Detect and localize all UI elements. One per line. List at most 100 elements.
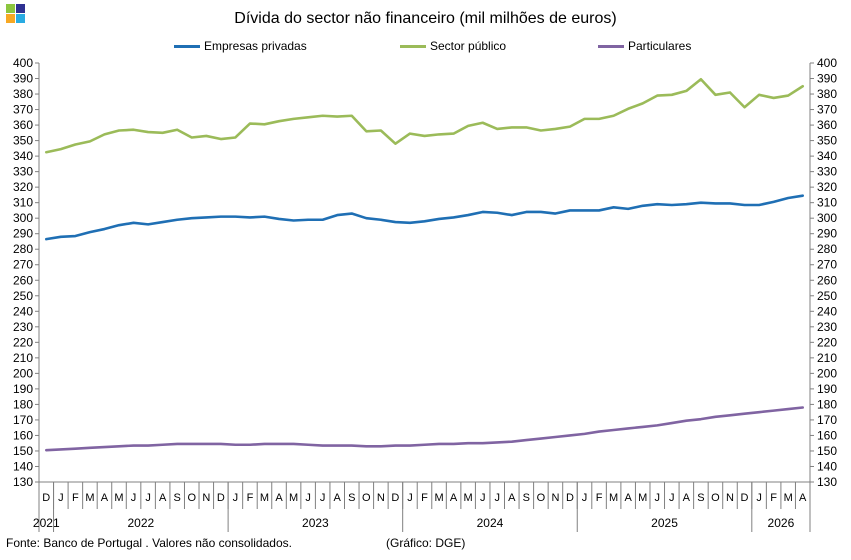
x-tick-label: M: [434, 492, 443, 504]
x-year-label: 2026: [768, 516, 795, 530]
y-tick-label-left: 250: [13, 289, 33, 303]
y-tick-label-left: 180: [13, 397, 33, 411]
legend-swatch-particulares: [598, 44, 624, 48]
y-tick-label-left: 300: [13, 211, 33, 225]
y-tick-label-left: 160: [13, 428, 33, 442]
x-tick-label: F: [596, 492, 603, 504]
y-tick-label-right: 300: [817, 211, 837, 225]
y-tick-label-left: 260: [13, 273, 33, 287]
legend-swatch-publico: [400, 44, 426, 48]
x-tick-label: A: [101, 492, 109, 504]
y-tick-label-left: 140: [13, 459, 33, 473]
y-tick-label-right: 150: [817, 444, 837, 458]
x-tick-label: M: [464, 492, 473, 504]
x-tick-label: J: [756, 492, 762, 504]
x-tick-label: F: [247, 492, 254, 504]
logo-square-tr: [16, 4, 25, 13]
x-tick-label: A: [799, 492, 807, 504]
x-tick-label: D: [391, 492, 399, 504]
x-tick-label: J: [480, 492, 486, 504]
y-tick-label-left: 390: [13, 72, 33, 86]
x-tick-label: S: [523, 492, 530, 504]
x-year-label: 2025: [651, 516, 678, 530]
x-tick-label: F: [770, 492, 777, 504]
x-tick-label: M: [114, 492, 123, 504]
x-tick-label: A: [683, 492, 691, 504]
x-tick-label: J: [669, 492, 675, 504]
y-tick-label-left: 350: [13, 134, 33, 148]
y-tick-label-right: 310: [817, 196, 837, 210]
y-tick-label-right: 380: [817, 87, 837, 101]
y-tick-label-right: 330: [817, 165, 837, 179]
chart-legend: Empresas privadas Sector público Particu…: [0, 39, 851, 55]
x-tick-label: D: [42, 492, 50, 504]
x-tick-label: M: [289, 492, 298, 504]
x-year-label: 2021: [33, 516, 60, 530]
x-tick-label: D: [217, 492, 225, 504]
y-tick-label-left: 400: [13, 56, 33, 70]
y-tick-label-left: 380: [13, 87, 33, 101]
y-tick-label-left: 150: [13, 444, 33, 458]
x-tick-label: J: [407, 492, 413, 504]
legend-swatch-empresas: [174, 44, 200, 48]
y-tick-label-right: 250: [817, 289, 837, 303]
y-tick-label-right: 240: [817, 304, 837, 318]
y-tick-label-right: 350: [817, 134, 837, 148]
y-tick-label-left: 240: [13, 304, 33, 318]
x-tick-label: O: [711, 492, 720, 504]
x-tick-label: O: [537, 492, 546, 504]
x-year-label: 2022: [127, 516, 154, 530]
x-tick-label: A: [450, 492, 458, 504]
x-tick-label: S: [174, 492, 181, 504]
x-tick-label: M: [609, 492, 618, 504]
logo: [6, 4, 26, 24]
series-line-empresas: [44, 194, 805, 241]
y-tick-label-left: 320: [13, 180, 33, 194]
series-line-particulares: [44, 406, 805, 452]
legend-label-empresas: Empresas privadas: [204, 39, 307, 53]
logo-square-tl: [6, 4, 15, 13]
x-tick-label: M: [85, 492, 94, 504]
graphic-credit: (Gráfico: DGE): [386, 536, 466, 550]
x-tick-label: D: [566, 492, 574, 504]
x-tick-label: J: [320, 492, 326, 504]
legend-label-particulares: Particulares: [628, 39, 692, 53]
x-tick-label: A: [275, 492, 283, 504]
y-tick-label-right: 320: [817, 180, 837, 194]
x-tick-label: J: [494, 492, 500, 504]
y-tick-label-right: 130: [817, 475, 837, 489]
legend-item-publico: Sector público: [400, 39, 506, 53]
source-note: Fonte: Banco de Portugal . Valores não c…: [6, 536, 292, 550]
x-tick-label: A: [624, 492, 632, 504]
x-tick-label: M: [638, 492, 647, 504]
x-tick-label: N: [551, 492, 559, 504]
y-tick-label-right: 270: [817, 258, 837, 272]
legend-item-empresas: Empresas privadas: [174, 39, 307, 53]
x-tick-label: J: [305, 492, 311, 504]
y-tick-label-left: 270: [13, 258, 33, 272]
x-tick-label: F: [72, 492, 79, 504]
y-tick-label-left: 200: [13, 366, 33, 380]
y-tick-label-right: 260: [817, 273, 837, 287]
x-tick-label: A: [508, 492, 516, 504]
y-tick-label-right: 170: [817, 413, 837, 427]
x-tick-label: D: [741, 492, 749, 504]
logo-square-bl: [6, 14, 15, 23]
y-tick-label-right: 190: [817, 382, 837, 396]
y-tick-label-left: 190: [13, 382, 33, 396]
y-tick-label-right: 140: [817, 459, 837, 473]
y-tick-label-left: 280: [13, 242, 33, 256]
x-tick-label: A: [334, 492, 342, 504]
y-tick-label-right: 340: [817, 149, 837, 163]
y-tick-label-left: 310: [13, 196, 33, 210]
x-tick-label: O: [187, 492, 196, 504]
x-year-label: 2024: [477, 516, 504, 530]
x-tick-label: J: [655, 492, 661, 504]
x-tick-label: N: [726, 492, 734, 504]
x-tick-label: N: [377, 492, 385, 504]
series-line-publico: [44, 77, 805, 154]
y-tick-label-left: 230: [13, 320, 33, 334]
y-tick-label-left: 360: [13, 118, 33, 132]
x-tick-label: N: [202, 492, 210, 504]
